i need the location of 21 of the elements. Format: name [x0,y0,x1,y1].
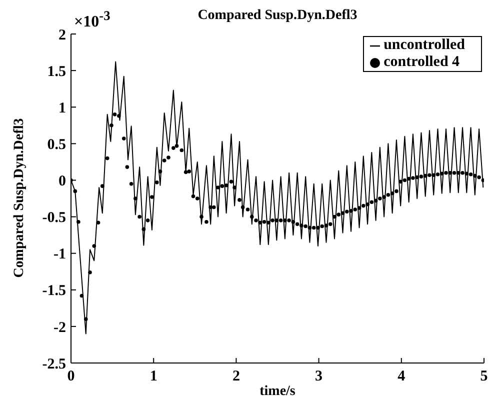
y-tick-label: -2 [54,320,66,336]
y-tick-label: 1 [58,100,66,116]
x-tick-label: 2 [232,368,240,385]
x-tick-label: 5 [480,368,488,385]
y-tick-label: 0.5 [47,136,66,153]
chart-title: Compared Susp.Dyn.Defl3 [198,8,358,23]
x-tick-label: 1 [150,368,158,385]
y-tick-label: -0.5 [42,210,66,226]
y-tick-label: 0 [58,174,66,190]
x-tick-label: 4 [398,368,406,385]
y-tick-label: -2.5 [42,356,66,372]
y-tick-label: -1 [54,246,66,263]
legend-label: uncontrolled [384,37,465,53]
x-tick-label: 3 [315,368,323,385]
axis-multiplier: ×10$^{-3}$ [74,8,110,32]
x-axis-title: time/s [258,384,296,400]
y-tick-label: 2 [58,27,66,44]
y-tick-label: 1.5 [47,64,66,80]
y-axis-title: Compared Susp.Dyn.Defl3 [12,118,28,278]
y-tick-label: -1.5 [42,283,66,300]
legend-label: controlled 4 [384,54,460,70]
